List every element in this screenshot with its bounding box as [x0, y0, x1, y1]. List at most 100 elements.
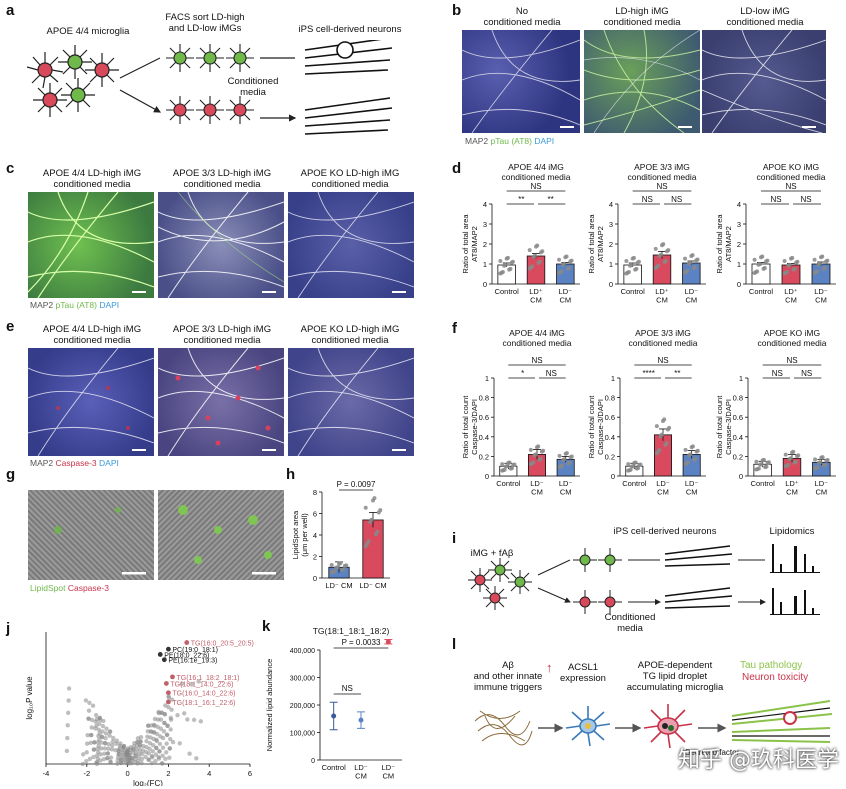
- data-point: [505, 464, 510, 469]
- data-point: [139, 760, 144, 766]
- y-tick-label: 0.4: [605, 433, 615, 442]
- data-point: [155, 717, 161, 722]
- i-schematic: [468, 544, 820, 615]
- data-point: [766, 460, 771, 465]
- data-point: [116, 748, 121, 753]
- data-point: [191, 717, 197, 723]
- e-micrograph-apoeko: [288, 348, 414, 456]
- data-point: [161, 729, 167, 734]
- data-point: [145, 729, 150, 734]
- e-micrograph-apoe44: [28, 348, 154, 456]
- data-point: [667, 425, 672, 430]
- data-point: [820, 455, 825, 460]
- data-point: [755, 269, 760, 274]
- significance-label: NS: [546, 369, 557, 378]
- data-point: [636, 259, 641, 264]
- i-treatment-label: iMG + fAβ: [470, 548, 514, 559]
- labeled-point: [170, 674, 175, 680]
- data-point: [93, 726, 98, 731]
- c-micrograph-apoe44: [28, 192, 154, 298]
- data-point: [158, 726, 164, 731]
- data-point: [159, 761, 165, 766]
- data-point: [124, 749, 129, 755]
- y-tick-label: 3: [737, 220, 741, 229]
- data-point: [375, 529, 380, 534]
- e-title-2: APOE 3/3 LD-high iMG conditioned media: [172, 324, 272, 346]
- y-tick-label: 4: [483, 200, 487, 209]
- data-point: [163, 756, 168, 762]
- data-point: [147, 746, 152, 752]
- data-point: [95, 756, 101, 762]
- data-point: [825, 258, 830, 263]
- data-point: [106, 742, 111, 747]
- data-point: [695, 448, 700, 453]
- x-tick-label: LD⁻ CM: [685, 479, 699, 497]
- y-tick-label: 8: [313, 488, 317, 497]
- data-point: [113, 748, 118, 753]
- panel-label-l: l: [452, 636, 457, 653]
- data-point: [567, 266, 572, 271]
- data-point: [557, 257, 562, 262]
- data-point: [106, 746, 111, 751]
- chart-title: TG(18:1_18:1_18:2): [313, 626, 390, 636]
- y-tick-label: 3: [609, 220, 613, 229]
- data-point: [160, 745, 166, 750]
- data-point: [631, 464, 636, 469]
- y-tick-label: 0.6: [733, 413, 743, 422]
- x-tick-label: LD⁻ CM: [354, 763, 368, 781]
- significance-label: NS: [772, 369, 783, 378]
- chart-title: APOE 4/4 iMG conditioned media: [502, 162, 571, 182]
- panel-label-h: h: [286, 466, 296, 483]
- data-point: [693, 456, 698, 461]
- data-point: [338, 561, 343, 566]
- data-point: [531, 460, 536, 465]
- data-point: [66, 686, 72, 691]
- data-point: [532, 253, 537, 258]
- y-tick-label: 1: [611, 374, 615, 383]
- x-tick-label: LD⁻ CM: [815, 479, 829, 497]
- labeled-point: [161, 657, 167, 663]
- data-point: [103, 731, 109, 736]
- data-point: [160, 753, 165, 758]
- data-point: [662, 417, 667, 422]
- data-point: [683, 447, 688, 452]
- y-tick-label: 300,000: [290, 676, 315, 683]
- significance-label: NS: [785, 182, 796, 191]
- data-point: [533, 452, 538, 457]
- data-point: [116, 752, 121, 757]
- significance-label: NS: [671, 195, 682, 204]
- lipidomics-bars-top: [770, 544, 820, 573]
- significance-label: NS: [770, 195, 781, 204]
- data-point: [569, 454, 574, 459]
- data-point: [688, 260, 693, 265]
- data-point: [127, 752, 132, 758]
- legend-dapi: DAPI: [99, 300, 120, 310]
- data-point: [151, 736, 156, 742]
- chart-d-apoeko: APOE KO iMG conditioned media 0 1 2 3 4 Ratio o…: [715, 162, 836, 305]
- data-point: [138, 735, 144, 740]
- data-point: [167, 746, 172, 751]
- c-micrograph-apoe33: [158, 192, 284, 298]
- x-tick-label: LD⁻ CM: [814, 287, 828, 305]
- b-legend: MAP2 pTau (AT8) DAPI: [465, 136, 554, 146]
- legend-ptau: pTau (AT8): [490, 136, 532, 146]
- panel-label-c: c: [6, 160, 15, 177]
- data-point: [344, 563, 349, 568]
- p-value-label: P = 0.0097: [337, 480, 376, 489]
- data-point: [137, 751, 142, 756]
- data-point: [130, 747, 136, 752]
- significance-label: *: [521, 369, 524, 378]
- data-point: [80, 752, 86, 757]
- data-point: [111, 735, 116, 741]
- l-apoe-label: APOE-dependent TG lipid droplet accumula…: [626, 660, 724, 693]
- data-point: [510, 466, 515, 471]
- data-point: [118, 760, 124, 766]
- data-point: [756, 466, 761, 471]
- significance-label: NS: [656, 182, 667, 191]
- legend-dapi: DAPI: [534, 136, 555, 146]
- y-tick-label: 0.2: [605, 452, 615, 461]
- chart-j-volcano: -4 -2 0 2 4 6 log₂(FC) log₁₀P value TG(16:0_20:5…: [25, 632, 254, 786]
- data-point: [510, 259, 515, 264]
- x-tick-label: LD⁻ CM: [685, 287, 699, 305]
- significance-label: NS: [786, 356, 797, 365]
